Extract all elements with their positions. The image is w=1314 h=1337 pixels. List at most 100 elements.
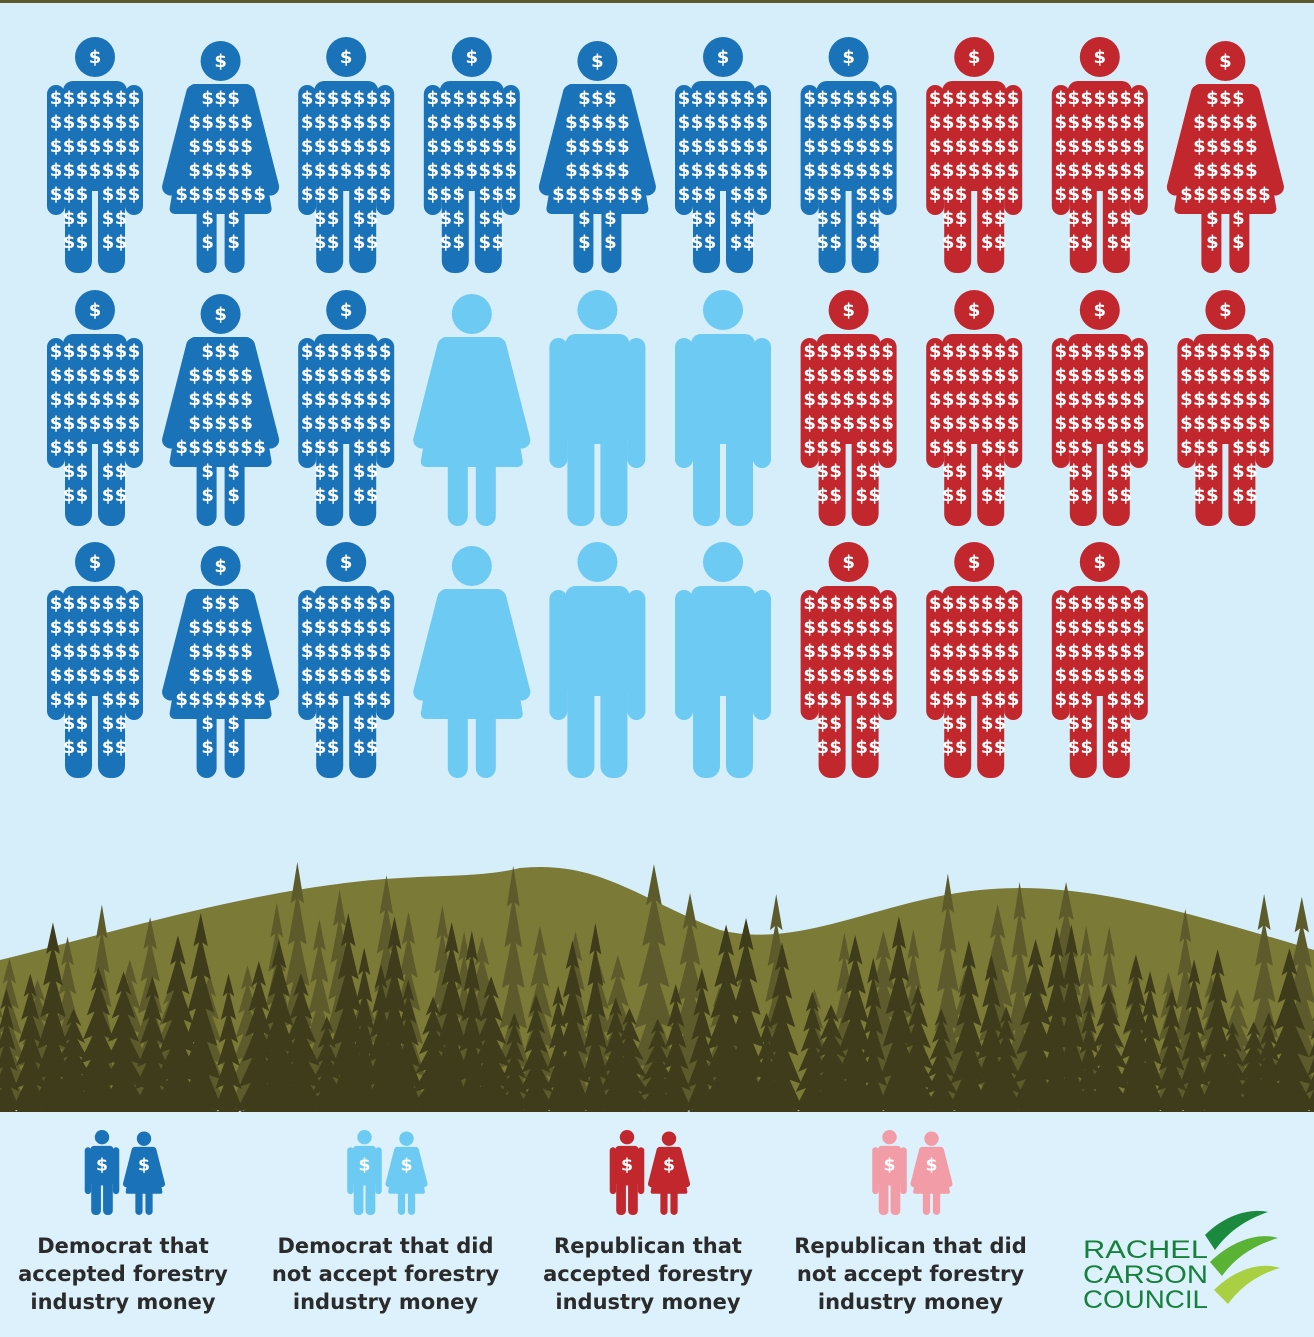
money-symbol: $	[803, 112, 816, 133]
body-part	[549, 590, 568, 720]
money-symbol: $	[366, 365, 379, 386]
money-symbol: $	[829, 136, 842, 157]
money-symbol: $	[842, 365, 855, 386]
figure: $$ $ $ $ $ $ $$ $ $ $ $ $ $$ $ $ $ $ $ $$ $ $ $ $ $ $$ $ $ $ $ $$ $ $ $$…	[926, 37, 1023, 273]
money-symbol: $	[379, 641, 392, 662]
tree	[1177, 959, 1212, 1112]
money-symbol: $	[214, 88, 227, 109]
figure: $$ $ $ $ $ $ $$ $ $ $ $ $ $$ $ $ $ $ $ $$ $ $ $ $ $ $$ $ $ $ $ $$ $ $ $$…	[423, 37, 520, 273]
body-part	[693, 430, 720, 526]
money-symbol: $	[1232, 365, 1245, 386]
money-symbol: $	[942, 413, 955, 434]
money-symbol: $	[881, 184, 894, 205]
money-symbol: $	[1133, 136, 1146, 157]
money-symbol: $	[1258, 413, 1271, 434]
money-symbol: $	[63, 88, 76, 109]
money-symbol: $	[314, 365, 327, 386]
money-symbol: $	[115, 341, 128, 362]
body-part	[675, 590, 693, 720]
body-part	[1193, 334, 1258, 444]
money-symbol: $	[717, 160, 730, 181]
money-symbol: $	[1245, 112, 1258, 133]
body-part	[890, 1180, 901, 1215]
money-symbol: $	[201, 413, 214, 434]
money-symbol: $	[743, 88, 756, 109]
money-symbol: $	[1055, 665, 1068, 686]
money-symbol: $	[617, 184, 630, 205]
head	[1205, 41, 1246, 81]
money-symbol: $	[942, 617, 955, 638]
head	[1079, 290, 1120, 330]
body-part	[397, 1189, 406, 1215]
money-symbol: $	[829, 641, 842, 662]
money-symbol: $	[955, 413, 968, 434]
money-symbol: $	[578, 232, 591, 253]
money-symbol: $	[1055, 365, 1068, 386]
money-symbol: $	[704, 136, 717, 157]
body-part	[942, 81, 1007, 191]
money-symbol: $	[1120, 689, 1133, 710]
money-symbol: $	[240, 617, 253, 638]
money-symbol: $	[1007, 689, 1020, 710]
body-part	[753, 590, 771, 720]
money-symbol: $	[340, 88, 353, 109]
body-part	[628, 1180, 638, 1215]
money-symbol: $	[214, 389, 227, 410]
money-symbol: $	[115, 593, 128, 614]
money-symbol: $	[76, 184, 89, 205]
money-symbol: $	[466, 160, 479, 181]
body-part	[316, 177, 344, 273]
money-symbol: $	[227, 389, 240, 410]
money-symbol: $	[76, 617, 89, 638]
tree	[626, 864, 681, 1110]
money-symbol: $	[1068, 136, 1081, 157]
money-symbol: $	[929, 413, 942, 434]
money-symbol: $	[981, 461, 994, 482]
body-part	[407, 1189, 416, 1215]
figure: $$ $ $ $ $ $ $$ $ $ $ $ $ $$ $ $ $ $ $ $$ $ $ $ $ $ $$ $ $ $ $ $$ $ $ $$…	[1051, 37, 1148, 273]
money-symbol: $	[1107, 461, 1120, 482]
money-symbol: $	[855, 689, 868, 710]
money-symbol: $	[855, 593, 868, 614]
logo-text: RACHEL	[1083, 1236, 1208, 1264]
body-part	[314, 81, 379, 191]
money-symbol: $	[881, 88, 894, 109]
body-part	[851, 177, 879, 273]
money-symbol: $	[968, 552, 981, 573]
money-symbol: $	[929, 88, 942, 109]
money-symbol: $	[89, 47, 102, 68]
money-symbol: $	[353, 713, 366, 734]
money-symbol: $	[929, 389, 942, 410]
head	[326, 290, 367, 330]
head	[136, 1131, 152, 1146]
money-symbol: $	[1107, 593, 1120, 614]
money-symbol: $	[1120, 413, 1133, 434]
money-symbol: $	[366, 665, 379, 686]
body-part	[944, 177, 972, 273]
body-part	[353, 1180, 364, 1215]
money-symbol: $	[427, 112, 440, 133]
money-symbol: $	[929, 160, 942, 181]
body-part	[65, 177, 92, 273]
money-symbol: $	[115, 485, 128, 506]
money-symbol: $	[743, 232, 756, 253]
money-symbol: $	[1245, 461, 1258, 482]
money-symbol: $	[1094, 47, 1107, 68]
money-symbol: $	[240, 112, 253, 133]
head	[703, 37, 743, 77]
body-part	[944, 682, 972, 778]
money-symbol: $	[128, 136, 141, 157]
money-symbol: $	[466, 112, 479, 133]
money-symbol: $	[379, 88, 392, 109]
figure: $$ $ $ $ $ $ $$ $ $ $ $ $ $$ $ $ $ $ $ $$ $ $ $ $ $ $$ $ $ $ $ $$ $ $ $$…	[1051, 290, 1148, 526]
money-symbol: $	[327, 485, 340, 506]
money-symbol: $	[617, 112, 630, 133]
money-symbol: $	[63, 112, 76, 133]
money-symbol: $	[829, 665, 842, 686]
money-symbol: $	[76, 689, 89, 710]
money-symbol: $	[366, 437, 379, 458]
money-symbol: $	[1245, 485, 1258, 506]
body-part	[926, 85, 945, 215]
money-symbol: $	[1206, 461, 1219, 482]
money-symbol: $	[1007, 665, 1020, 686]
